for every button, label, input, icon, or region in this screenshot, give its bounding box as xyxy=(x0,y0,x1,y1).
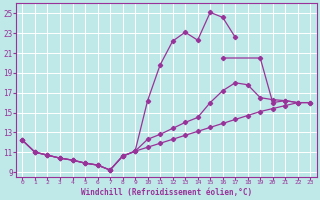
X-axis label: Windchill (Refroidissement éolien,°C): Windchill (Refroidissement éolien,°C) xyxy=(81,188,252,197)
